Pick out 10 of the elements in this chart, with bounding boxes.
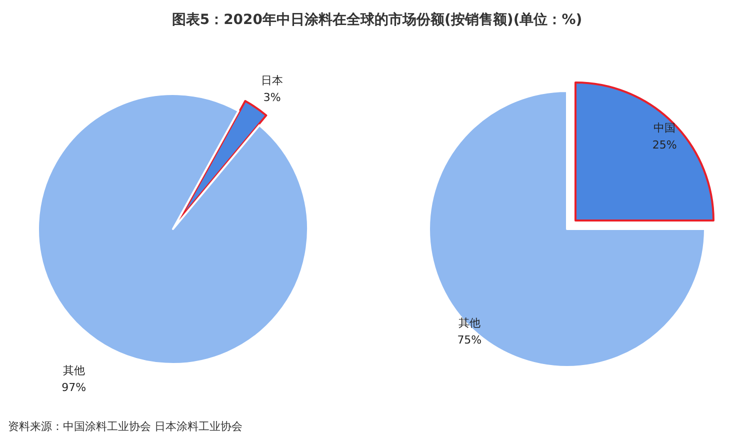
slice-label: 其他 [458, 316, 480, 330]
data-label: 3% [263, 91, 281, 104]
slice-label: 中国 [654, 121, 676, 134]
data-label: 75% [457, 334, 482, 347]
data-label: 97% [62, 380, 86, 394]
slice-label: 其他 [62, 364, 85, 377]
text: 图表5：2020年中日涂料在全球的市场份额(按销售额)(单位：%) [172, 11, 582, 28]
text: 资料来源：中国涂料工业协会 日本涂料工业协会 [8, 420, 242, 433]
data-label: 25% [652, 138, 677, 152]
slice-label: 日本 [261, 74, 284, 88]
